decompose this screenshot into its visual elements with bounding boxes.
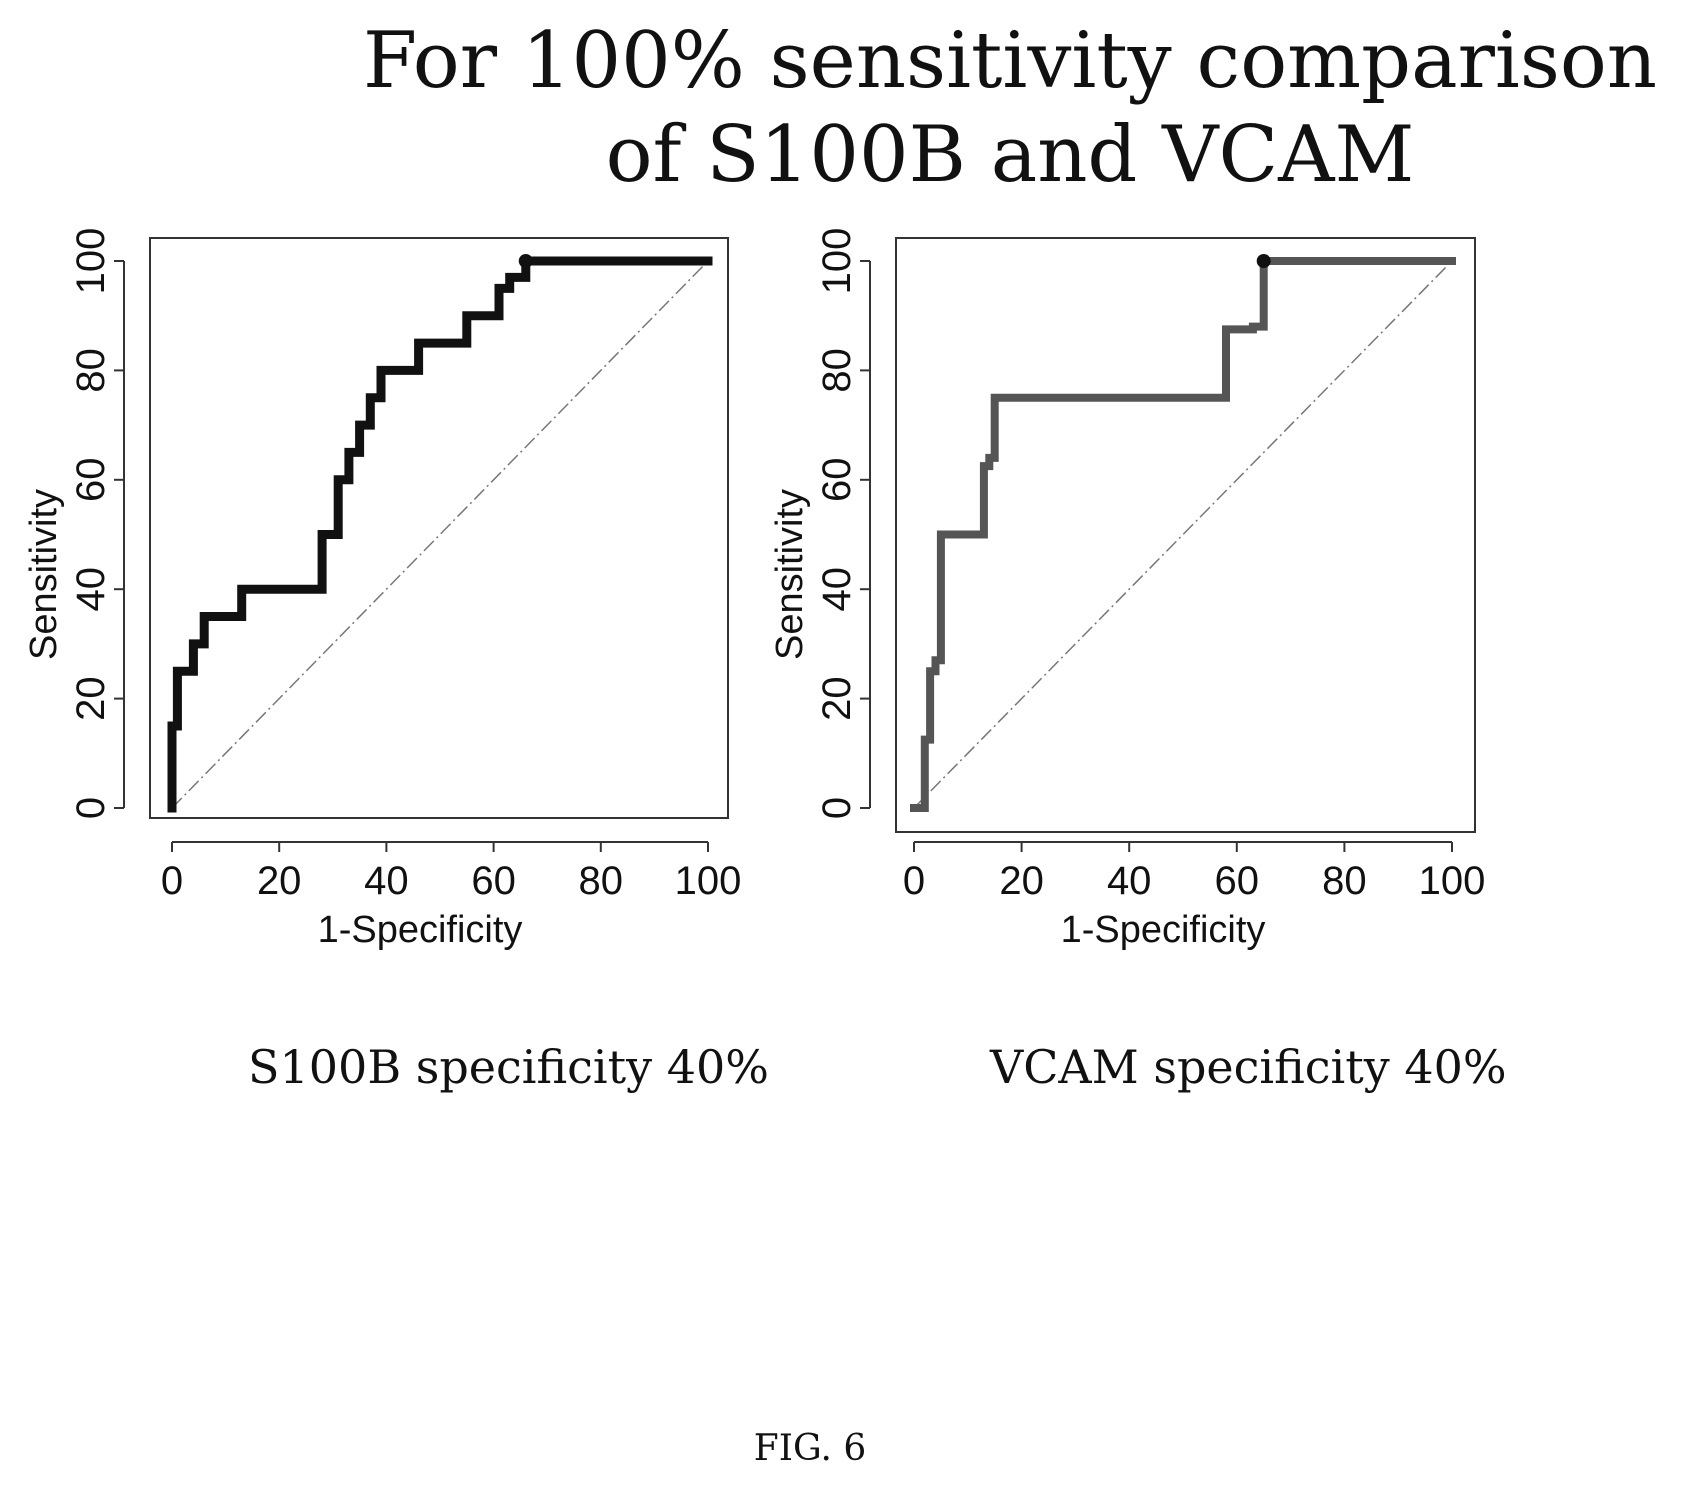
figure-title-line2: of S100B and VCAM [605, 110, 1415, 200]
x-tick-label: 0 [903, 859, 925, 903]
y-tick-label: 60 [815, 458, 859, 503]
x-tick-label: 100 [675, 859, 742, 903]
reference-diagonal-line [171, 260, 709, 809]
cutoff-point [518, 254, 533, 268]
vcam-caption: VCAM specificity 40% [990, 1040, 1507, 1094]
s100b-caption: S100B specificity 40% [248, 1040, 769, 1094]
y-tick-label: 40 [69, 567, 113, 612]
figure-title-line1: For 100% sensitivity comparison [362, 16, 1658, 106]
y-tick-label: 80 [815, 348, 859, 393]
y-tick-label: 100 [69, 228, 113, 295]
x-axis-label: 1-Specificity [318, 909, 523, 951]
y-tick-label: 0 [815, 797, 859, 819]
x-tick-label: 0 [161, 859, 183, 903]
x-tick-label: 60 [471, 859, 516, 903]
figure-title: For 100% sensitivity comparison of S100B… [340, 14, 1680, 202]
y-tick-label: 20 [69, 676, 113, 721]
y-axis-label: Sensitivity [769, 489, 811, 660]
figure-label: FIG. 6 [753, 1428, 867, 1469]
y-axis-label: Sensitivity [23, 489, 65, 660]
y-tick-label: 80 [69, 348, 113, 393]
x-tick-label: 20 [257, 859, 302, 903]
y-tick-label: 100 [815, 228, 859, 295]
x-tick-label: 80 [579, 859, 624, 903]
x-tick-label: 40 [1107, 859, 1152, 903]
x-tick-label: 60 [1215, 859, 1260, 903]
y-tick-label: 40 [815, 567, 859, 612]
x-tick-label: 100 [1419, 859, 1486, 903]
y-tick-label: 60 [69, 458, 113, 503]
plot-frame [895, 237, 1476, 833]
x-tick-label: 40 [364, 859, 409, 903]
cutoff-point [1256, 254, 1271, 268]
y-tick-label: 0 [69, 797, 113, 819]
roc-curve [910, 257, 1456, 812]
x-tick-label: 20 [999, 859, 1044, 903]
roc-chart-s100b: 0 20 40 60 80 100 1-Specificity 0 20 40 60 80 100 Sen… [23, 228, 742, 951]
reference-diagonal-line [913, 260, 1453, 809]
y-tick-label: 20 [815, 676, 859, 721]
x-tick-label: 80 [1322, 859, 1367, 903]
x-axis-label: 1-Specificity [1061, 909, 1266, 951]
plot-frame [149, 237, 729, 819]
roc-curve [167, 256, 713, 813]
roc-chart-vcam: 0 20 40 60 80 100 1-Specificity 0 20 40 60 80 100 Sen… [769, 228, 1486, 951]
